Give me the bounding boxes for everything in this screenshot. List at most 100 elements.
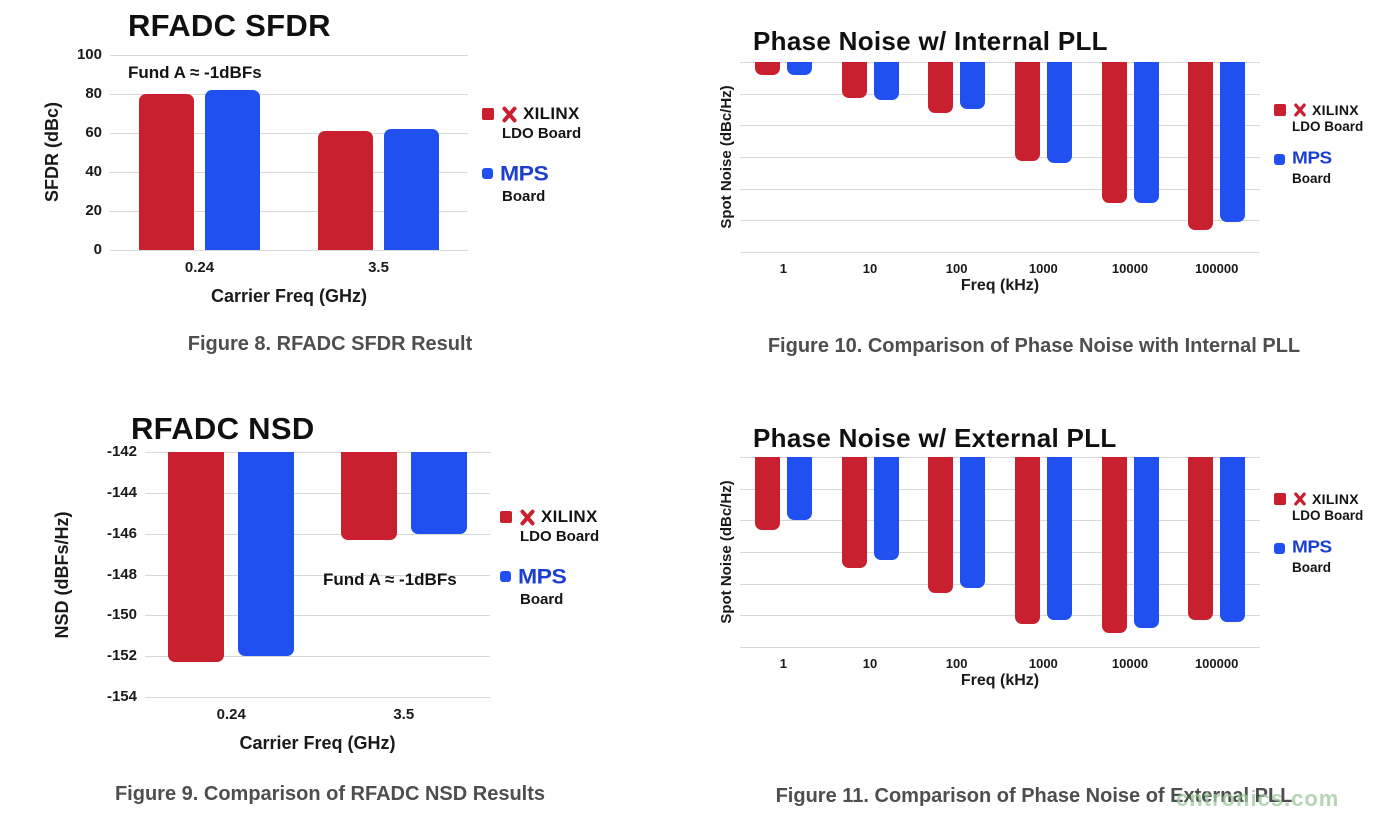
legend-sublabel-xilinx: LDO Board: [1292, 119, 1364, 134]
annotation-fund-a: Fund A ≈ -1dBFs: [128, 63, 262, 82]
gridline: [110, 211, 468, 212]
figure-caption-8: Figure 8. RFADC SFDR Result: [187, 333, 473, 355]
legend: XILINX LDO Board MPS Board: [500, 507, 599, 626]
legend-sublabel-mps: Board: [1292, 171, 1332, 186]
figure-caption-11: Figure 11. Comparison of Phase Noise of …: [775, 785, 1293, 807]
y-axis-label-external: Spot Noise (dBc/Hz): [718, 480, 735, 624]
y-tick-label: -148: [106, 565, 137, 583]
mps-logo: MPS: [518, 564, 567, 588]
annotation-fund-a: Fund A ≈ -1dBFs: [323, 570, 457, 589]
legend: XILINX LDO Board MPS Board: [1274, 102, 1363, 200]
mps-logo: MPS: [1292, 148, 1332, 169]
y-tick-label: -150: [106, 606, 137, 624]
legend-item-mps: MPS: [482, 160, 581, 187]
x-tick-label: 100000: [1194, 656, 1239, 671]
x-tick-label: 3.5: [393, 706, 415, 723]
xilinx-series-swatch: [1274, 104, 1286, 116]
gridline: [145, 575, 490, 576]
chart-title-nsd: RFADC NSD: [131, 411, 315, 446]
legend-label-xilinx: XILINX: [523, 104, 580, 123]
chart-title-internal-pll: Phase Noise w/ Internal PLL: [753, 26, 1108, 56]
bar-red-3.5: [318, 131, 373, 250]
legend-sublabel-mps: Board: [520, 591, 564, 608]
x-tick-label: 1000: [1028, 261, 1058, 276]
gridline: [145, 493, 490, 494]
mps-series-swatch: [1274, 542, 1285, 554]
x-tick-label: 10: [862, 656, 878, 671]
chart-title-sfdr: RFADC SFDR: [128, 8, 331, 43]
gridline: [110, 133, 468, 134]
legend-item-xilinx: XILINX: [500, 507, 599, 527]
legend-label-xilinx: XILINX: [541, 507, 598, 526]
x-tick-label: 0.24: [216, 706, 246, 723]
plot-area-internal: 1 10 100 1000 10000 100000: [740, 62, 1260, 276]
bar-blue-100000: [1220, 62, 1246, 222]
bar-blue-1: [786, 62, 812, 75]
gridline: [740, 647, 1260, 648]
bar-red-3.5: [340, 452, 397, 540]
bar-blue-3.5: [384, 129, 439, 250]
legend-sublabel-mps: Board: [502, 188, 546, 205]
gridline: [110, 94, 468, 95]
x-tick-label: 10000: [1111, 261, 1149, 276]
y-tick-label: -144: [106, 483, 137, 501]
xilinx-logo-icon: [1293, 492, 1307, 506]
bar-red-100000: [1188, 62, 1214, 230]
bar-red-10: [841, 62, 867, 98]
y-tick-label: -142: [106, 443, 137, 460]
gridline: [740, 252, 1260, 253]
gridline: [110, 172, 468, 173]
x-tick-label: 1: [779, 656, 787, 671]
xilinx-logo-icon: [519, 509, 536, 526]
gridline: [740, 220, 1260, 221]
gridline: [740, 552, 1260, 553]
x-tick-label: 100: [945, 261, 968, 276]
gridline: [740, 189, 1260, 190]
x-axis-label-internal: Freq (kHz): [960, 277, 1040, 294]
chart-panel-sfdr: RFADC SFDR SFDR (dBc) Fund A ≈ -1dBFs 10…: [0, 0, 690, 380]
mps-logo: MPS: [500, 161, 549, 185]
chart-title-external-pll: Phase Noise w/ External PLL: [753, 423, 1117, 453]
x-axis-label-external: Freq (kHz): [960, 672, 1040, 689]
mps-series-swatch: [482, 168, 493, 179]
x-tick-label: 10000: [1111, 656, 1149, 671]
x-tick-label: 1000: [1028, 656, 1058, 671]
xilinx-series-swatch: [1274, 493, 1286, 505]
y-axis-label-internal: Spot Noise (dBc/Hz): [718, 85, 735, 229]
watermark: cntronics.com: [1176, 786, 1340, 811]
bar-blue-100: [960, 62, 986, 109]
y-tick-label: 0: [93, 241, 102, 258]
mps-series-swatch: [1274, 153, 1285, 165]
plot-area-nsd: Fund A ≈ -1dBFs -142 -144 -146 -148 -150 -152…: [107, 443, 490, 723]
legend: XILINX LDO Board MPS Board: [482, 104, 581, 223]
bar-blue-100: [960, 457, 986, 588]
bar-blue-3.5: [410, 452, 467, 534]
plot-area-sfdr: Fund A ≈ -1dBFs 100 80 60 40 20 0 0.24 3.5: [77, 46, 468, 276]
y-tick-label: -146: [106, 524, 137, 542]
gridline: [145, 656, 490, 657]
bar-blue-1000: [1046, 457, 1072, 620]
legend-item-xilinx: XILINX: [1274, 102, 1363, 118]
y-tick-label: 20: [85, 202, 102, 219]
bar-blue-0.24: [238, 452, 295, 656]
legend-item-mps: MPS: [500, 563, 599, 590]
bar-red-1: [754, 457, 780, 530]
bar-red-100000: [1188, 457, 1214, 620]
y-tick-label: 80: [85, 85, 102, 102]
bar-red-1: [754, 62, 780, 75]
x-tick-label: 10: [862, 261, 878, 276]
y-axis-label-nsd: NSD (dBFs/Hz): [52, 511, 72, 639]
legend-item-mps: MPS: [1274, 537, 1363, 559]
figure-caption-9: Figure 9. Comparison of RFADC NSD Result…: [114, 783, 546, 805]
y-tick-label: -152: [106, 647, 137, 665]
legend-sublabel-xilinx: LDO Board: [520, 528, 600, 545]
y-tick-label: 40: [85, 163, 102, 180]
xilinx-series-swatch: [500, 511, 512, 523]
bar-blue-10000: [1133, 457, 1159, 628]
legend-label-xilinx: XILINX: [1312, 491, 1359, 507]
gridline: [740, 489, 1260, 490]
legend-sublabel-mps: Board: [1292, 560, 1332, 575]
bar-red-100: [928, 457, 954, 593]
x-tick-label: 0.24: [184, 259, 215, 276]
